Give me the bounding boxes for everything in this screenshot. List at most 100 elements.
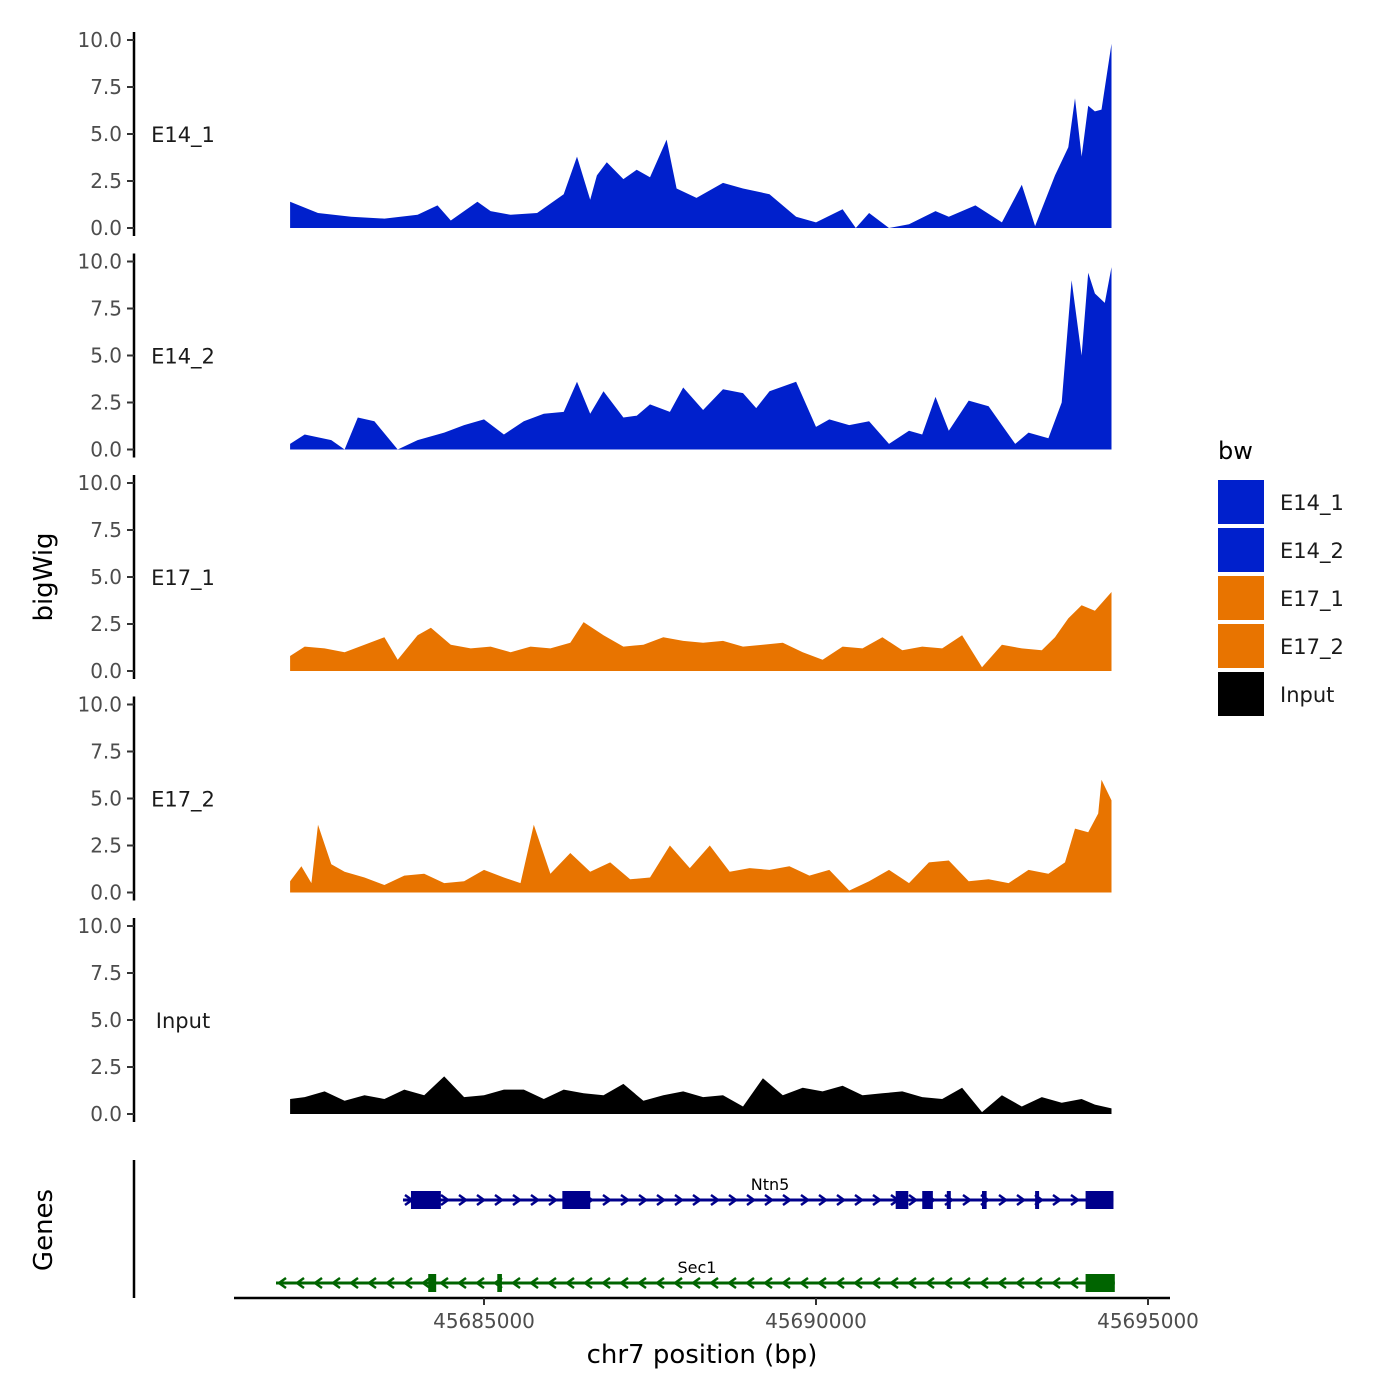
y-tick-label: 2.5 [90,612,122,636]
track-panel-input: 10.0 7.5 5.0 2.5 0.0 Input [77,914,1112,1126]
y-tick-label: 10.0 [77,914,122,938]
strand-arrow [744,1276,755,1290]
y-tick-label: 2.5 [90,834,122,858]
legend-key-e14-1 [1218,480,1264,524]
legend-title: bw [1218,437,1253,465]
y-tick-label: 10.0 [77,28,122,52]
strand-arrow [834,1276,845,1290]
legend-key-e17-2 [1218,624,1264,668]
strand-arrow [996,1276,1007,1290]
strand-arrow [458,1193,469,1207]
strand-arrow [690,1276,701,1290]
strand-arrow [782,1193,793,1207]
strand-arrow [366,1276,377,1290]
strand-arrow [692,1193,703,1207]
strand-arrow [978,1276,989,1290]
strand-arrow [816,1276,827,1290]
x-tick-label: 45690000 [765,1309,867,1333]
strand-arrow [872,1193,883,1207]
track-panel-e17-2: 10.0 7.5 5.0 2.5 0.0 E17_2 [77,693,1112,905]
y-tick-label: 10.0 [77,250,122,274]
y-tick-label: 5.0 [90,787,122,811]
strand-arrow [710,1193,721,1207]
y-tick-label: 5.0 [90,1008,122,1032]
strand-arrow [870,1276,881,1290]
strand-arrow [636,1276,647,1290]
legend-key-e14-2 [1218,528,1264,572]
y-axis-title: bigWig [29,532,59,621]
strand-arrow [548,1193,559,1207]
strand-arrow [620,1193,631,1207]
y-tick-label: 0.0 [90,1102,122,1126]
y-tick-label: 2.5 [90,1055,122,1079]
y-tick-label: 7.5 [90,75,122,99]
strand-arrow [420,1276,431,1290]
legend: bw E14_1 E14_2 E17_1 E17_2 Input [1218,437,1344,716]
exon [410,1191,441,1209]
track-panel-e14-2: 10.0 7.5 5.0 2.5 0.0 E14_2 [77,250,1112,462]
strand-arrow [888,1276,899,1290]
strand-arrow [1014,1276,1025,1290]
exon [982,1191,987,1209]
strand-arrow [726,1276,737,1290]
legend-label: E17_1 [1280,587,1344,612]
strand-arrow [656,1193,667,1207]
strand-arrow [780,1276,791,1290]
exon [1085,1274,1115,1292]
strand-arrow [602,1193,613,1207]
x-axis-title: chr7 position (bp) [587,1340,818,1370]
strand-arrow [854,1193,865,1207]
strand-arrow [960,1276,971,1290]
gene-name-label: Ntn5 [751,1175,790,1194]
y-tick-label: 7.5 [90,518,122,542]
exon [428,1274,437,1292]
strand-arrow [654,1276,665,1290]
strand-arrow [998,1193,1009,1207]
strand-arrow [384,1276,395,1290]
y-tick-label: 10.0 [77,693,122,717]
strand-arrow [618,1276,629,1290]
legend-label: E17_2 [1280,635,1344,660]
x-tick-label: 45685000 [433,1309,535,1333]
strand-arrow [1016,1193,1027,1207]
strand-arrow [638,1193,649,1207]
track-label: E14_2 [151,345,215,370]
strand-arrow [906,1276,917,1290]
strand-arrow [512,1193,523,1207]
x-tick-label: 45695000 [1097,1309,1199,1333]
strand-arrow [1052,1193,1063,1207]
legend-label: E14_1 [1280,491,1344,516]
strand-arrow [438,1276,449,1290]
strand-arrow [800,1193,811,1207]
strand-arrow [962,1193,973,1207]
strand-arrow [672,1276,683,1290]
strand-arrow [456,1276,467,1290]
coverage-area [290,1076,1112,1114]
exon [562,1191,591,1209]
coverage-area [290,592,1112,671]
strand-arrow [836,1193,847,1207]
strand-arrow [510,1276,521,1290]
track-label: E17_1 [151,566,215,591]
strand-arrow [474,1276,485,1290]
legend-key-e17-1 [1218,576,1264,620]
strand-arrow [276,1276,287,1290]
strand-arrow [798,1276,809,1290]
strand-arrow [764,1193,775,1207]
y-tick-label: 10.0 [77,471,122,495]
strand-arrow [528,1276,539,1290]
strand-arrow [402,1276,413,1290]
track-label: E14_1 [151,123,215,148]
strand-arrow [674,1193,685,1207]
strand-arrow [942,1276,953,1290]
strand-arrow [440,1193,451,1207]
strand-arrow [746,1193,757,1207]
y-tick-label: 0.0 [90,881,122,905]
track-panel-e14-1: 10.0 7.5 5.0 2.5 0.0 E14_1 [77,28,1112,240]
strand-arrow [600,1276,611,1290]
exon [1035,1191,1040,1209]
legend-label: Input [1280,683,1334,707]
strand-arrow [818,1193,829,1207]
genes-axis-title: Genes [29,1189,59,1271]
gene-sec1: Sec1 [276,1258,1115,1292]
